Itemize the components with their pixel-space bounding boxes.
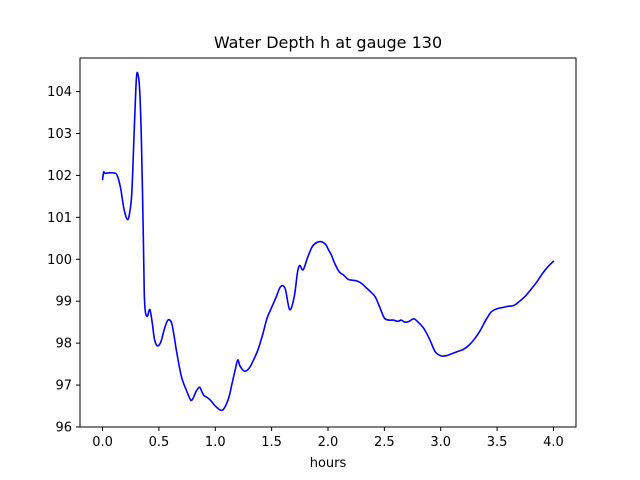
x-tick-label: 3.5 <box>487 435 508 450</box>
plot-layer <box>101 71 555 412</box>
x-tick-label: 0.5 <box>149 435 170 450</box>
y-tick-label: 96 <box>55 421 72 436</box>
y-tick-label: 104 <box>47 85 72 100</box>
y-tick-label: 98 <box>55 337 72 352</box>
x-tick-label: 1.5 <box>261 435 282 450</box>
ticks-layer: 0.0 0.5 1.0 1.5 2.0 2.5 3.0 3.5 4.0 96 97 98 99 100 10… <box>47 85 564 450</box>
y-tick-label: 100 <box>47 253 72 268</box>
y-tick-label: 103 <box>47 127 72 142</box>
x-tick-label: 3.0 <box>430 435 451 450</box>
x-tick-label: 4.0 <box>543 435 564 450</box>
x-tick-label: 2.5 <box>374 435 395 450</box>
chart-title: Water Depth h at gauge 130 <box>214 33 442 52</box>
x-axis-label: hours <box>310 456 347 471</box>
y-tick-label: 102 <box>47 169 72 184</box>
y-tick-label: 97 <box>55 379 72 394</box>
x-tick-label: 2.0 <box>318 435 339 450</box>
y-tick-label: 99 <box>55 295 72 310</box>
x-tick-label: 0.0 <box>92 435 113 450</box>
x-tick-label: 1.0 <box>205 435 226 450</box>
axes-frame <box>79 57 577 428</box>
series-line <box>101 71 555 412</box>
y-tick-label: 101 <box>47 211 72 226</box>
